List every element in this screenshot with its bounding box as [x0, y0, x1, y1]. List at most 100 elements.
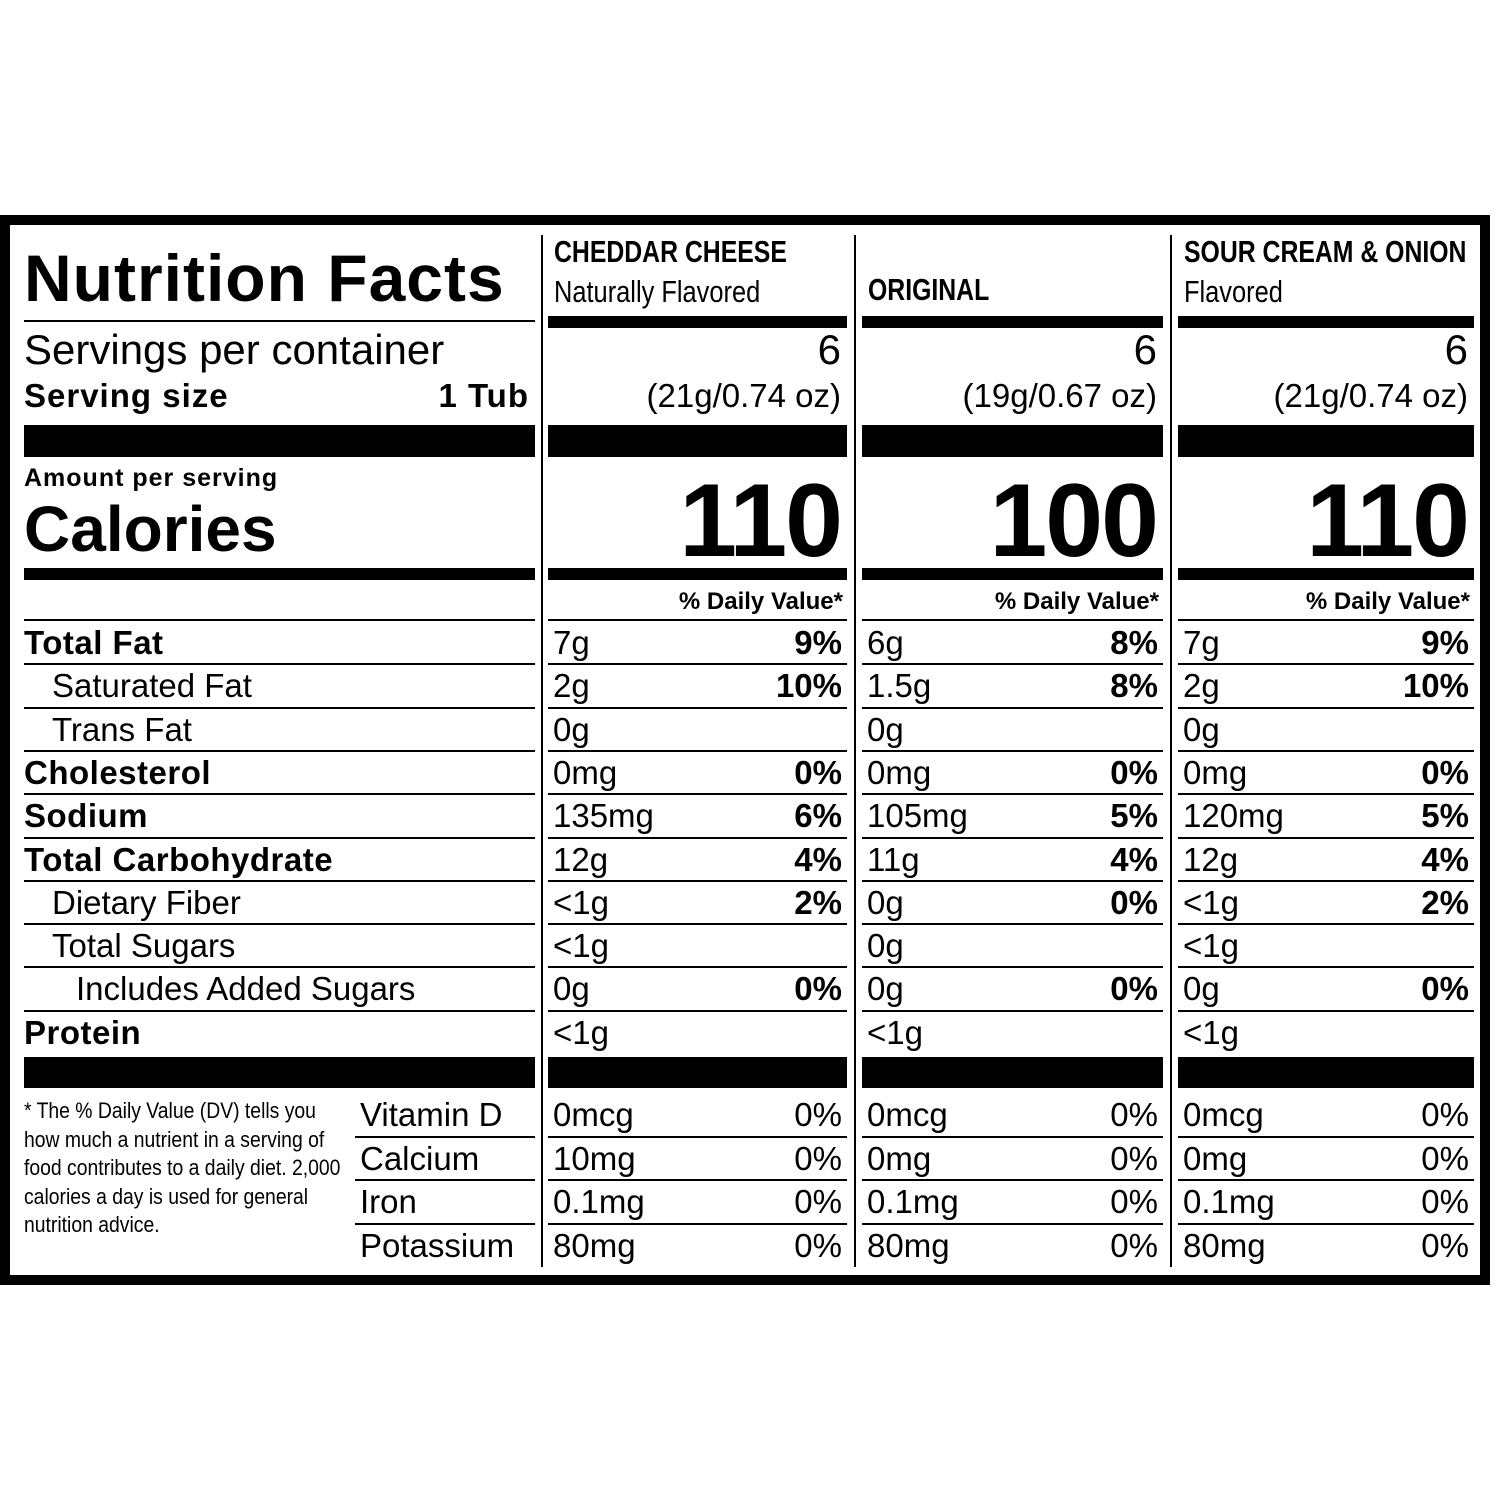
servings: 6	[817, 326, 841, 373]
rule	[1178, 1135, 1474, 1138]
nutrient-amount: 0g	[553, 970, 590, 1008]
nutrient-dv: 0%	[794, 753, 842, 791]
title: Nutrition Facts	[24, 241, 505, 315]
thick-bar	[1178, 1057, 1474, 1088]
rule	[1178, 1009, 1474, 1012]
vitamin-dv: 0%	[1110, 1096, 1158, 1133]
vitamin-amount: 0mg	[867, 1139, 932, 1177]
nutrient-dv: 2%	[1421, 883, 1469, 921]
rule	[862, 706, 1163, 709]
rule	[862, 1135, 1163, 1138]
rule	[24, 663, 535, 666]
vitamin-dv: 0%	[794, 1183, 842, 1220]
rule	[548, 706, 847, 709]
rule	[24, 793, 535, 796]
vitamin-label: Potassium	[360, 1226, 515, 1264]
rule	[862, 879, 1163, 882]
nutrient-dv: 6%	[794, 797, 842, 835]
thick-bar	[1178, 425, 1474, 457]
rule	[1178, 879, 1474, 882]
rule	[862, 836, 1163, 839]
dv-header: % Daily Value*	[678, 588, 843, 615]
nutrient-amount: 135mg	[553, 797, 654, 835]
medium-bar	[1178, 568, 1474, 580]
servings: 6	[1444, 326, 1468, 373]
footnote: * The % Daily Value (DV) tells you how m…	[24, 1098, 341, 1237]
rule	[24, 923, 535, 926]
rule	[862, 1009, 1163, 1012]
vitamin-label: Iron	[360, 1183, 417, 1220]
nutrient-dv: 0%	[794, 970, 842, 1008]
calories: 100	[989, 463, 1159, 579]
medium-bar	[862, 316, 1163, 328]
rule	[24, 619, 535, 621]
nutrient-amount: 0g	[867, 927, 904, 965]
vitamin-amount: 0mcg	[867, 1096, 948, 1133]
rule	[1178, 793, 1474, 796]
vitamin-amount: 80mg	[553, 1226, 636, 1264]
rule	[548, 923, 847, 926]
rule	[548, 879, 847, 882]
rule	[862, 1222, 1163, 1225]
nutrient-dv: 10%	[1402, 667, 1469, 705]
vitamin-dv: 0%	[794, 1096, 842, 1133]
rule	[862, 966, 1163, 969]
rule	[548, 619, 847, 621]
nutrient-dv: 4%	[794, 840, 842, 878]
nutrient-amount: 0g	[867, 970, 904, 1008]
rule	[1178, 923, 1474, 926]
rule	[355, 1135, 535, 1138]
rule	[862, 1179, 1163, 1181]
rule	[1178, 663, 1474, 666]
calories: 110	[1306, 463, 1470, 579]
thick-bar	[24, 425, 535, 457]
nutrient-dv: 9%	[794, 624, 842, 661]
rule	[862, 923, 1163, 926]
nutrient-dv: 0%	[1421, 753, 1469, 791]
nutrient-amount: 0g	[1183, 970, 1220, 1008]
nutrient-amount: 0mg	[1183, 753, 1248, 791]
vitamin-dv: 0%	[1421, 1226, 1469, 1264]
nutrient-label: Protein	[24, 1013, 142, 1051]
nutrient-label: Cholesterol	[24, 753, 212, 791]
nutrient-amount: <1g	[553, 927, 609, 965]
nutrient-amount: 120mg	[1183, 797, 1284, 835]
nutrient-amount: <1g	[553, 1013, 609, 1051]
nutrient-amount: 12g	[1183, 840, 1239, 878]
rule	[1178, 1179, 1474, 1181]
vitamin-dv: 0%	[1110, 1139, 1158, 1177]
vitamin-amount: 0mcg	[1183, 1096, 1264, 1133]
rule	[548, 1009, 847, 1012]
nutrient-dv: 0%	[1110, 753, 1158, 791]
serving-weight: (21g/0.74 oz)	[646, 377, 841, 414]
rule	[24, 706, 535, 709]
nutrient-amount: 105mg	[867, 797, 968, 835]
nutrient-amount: 12g	[553, 840, 609, 878]
nutrient-dv: 8%	[1110, 667, 1158, 705]
vitamin-dv: 0%	[794, 1139, 842, 1177]
rule	[548, 966, 847, 969]
serving-weight: (21g/0.74 oz)	[1273, 377, 1468, 414]
vitamin-amount: 80mg	[1183, 1226, 1266, 1264]
serving-size: 1 Tub	[438, 377, 529, 414]
rule	[24, 836, 535, 839]
rule	[24, 320, 535, 322]
nutrient-amount: 2g	[1183, 667, 1220, 705]
amount-label: Amount per serving	[24, 464, 279, 492]
vitamin-amount: 0.1mg	[867, 1183, 959, 1220]
thick-bar	[24, 1057, 535, 1088]
rule	[548, 1179, 847, 1181]
medium-bar	[548, 568, 847, 580]
nutrient-amount: 7g	[553, 624, 590, 661]
rule	[1178, 966, 1474, 969]
rule	[862, 619, 1163, 621]
calories: 110	[679, 463, 843, 579]
nutrient-dv: 0%	[1421, 970, 1469, 1008]
thick-bar	[862, 425, 1163, 457]
nutrient-amount: 2g	[553, 667, 590, 705]
vitamin-dv: 0%	[794, 1226, 842, 1264]
nutrient-label: Dietary Fiber	[52, 883, 241, 921]
vitamin-amount: 80mg	[867, 1226, 950, 1264]
nutrient-dv: 0%	[1110, 883, 1158, 921]
